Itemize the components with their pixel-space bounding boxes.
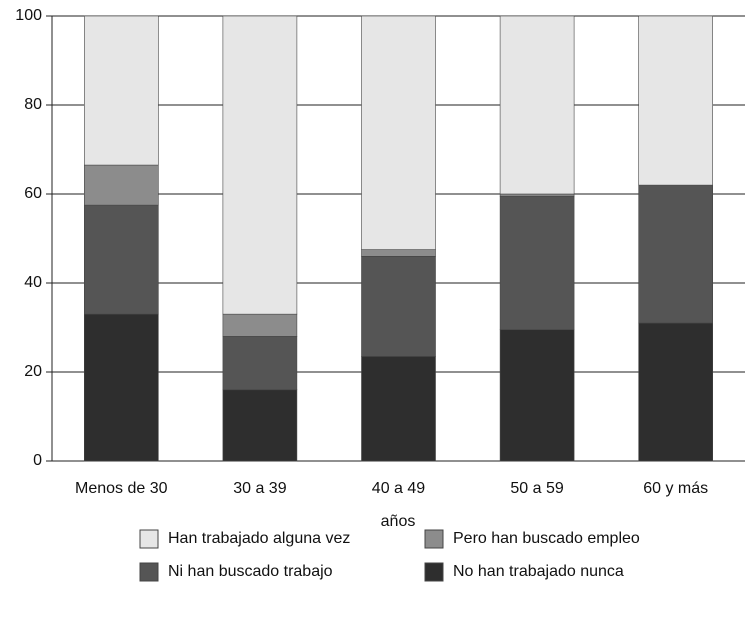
bar-segment <box>84 204 159 315</box>
bar-segment <box>499 193 575 197</box>
bar-segment <box>638 322 714 462</box>
bar-segment <box>499 329 575 462</box>
x-tick-label: 40 a 49 <box>372 480 425 497</box>
legend-label: Pero han buscado empleo <box>453 530 640 547</box>
bar-segment <box>361 15 436 250</box>
legend-swatch <box>424 529 444 549</box>
y-tick-label: 40 <box>24 274 42 291</box>
bar-segment <box>638 15 714 186</box>
x-axis-label: años <box>381 513 416 530</box>
y-tick-label: 60 <box>24 185 42 202</box>
bar-segment <box>361 356 436 462</box>
bar-segment <box>638 184 714 324</box>
x-tick-label: 60 y más <box>643 480 708 497</box>
x-tick-label: 30 a 39 <box>233 480 286 497</box>
y-tick-label: 20 <box>24 363 42 380</box>
bar-segment <box>361 249 436 257</box>
bar-segment <box>222 15 298 315</box>
legend-label: Ni han buscado trabajo <box>168 563 333 580</box>
bar-segment <box>84 313 159 462</box>
legend-swatch <box>139 529 159 549</box>
x-tick-label: 50 a 59 <box>510 480 563 497</box>
y-tick-label: 80 <box>24 96 42 113</box>
bar-segment <box>499 195 575 331</box>
bar-segment <box>499 15 575 195</box>
legend-label: Han trabajado alguna vez <box>168 530 350 547</box>
legend-swatch <box>139 562 159 582</box>
bar-segment <box>84 15 159 166</box>
legend-swatch <box>424 562 444 582</box>
bar-segment <box>222 313 298 337</box>
legend-label: No han trabajado nunca <box>453 563 624 580</box>
x-tick-label: Menos de 30 <box>75 480 168 497</box>
bar-segment <box>222 336 298 391</box>
bar-segment <box>222 389 298 462</box>
bar-segment <box>84 164 159 206</box>
y-tick-label: 0 <box>33 452 42 469</box>
bar-segment <box>361 255 436 357</box>
y-tick-label: 100 <box>15 7 42 24</box>
